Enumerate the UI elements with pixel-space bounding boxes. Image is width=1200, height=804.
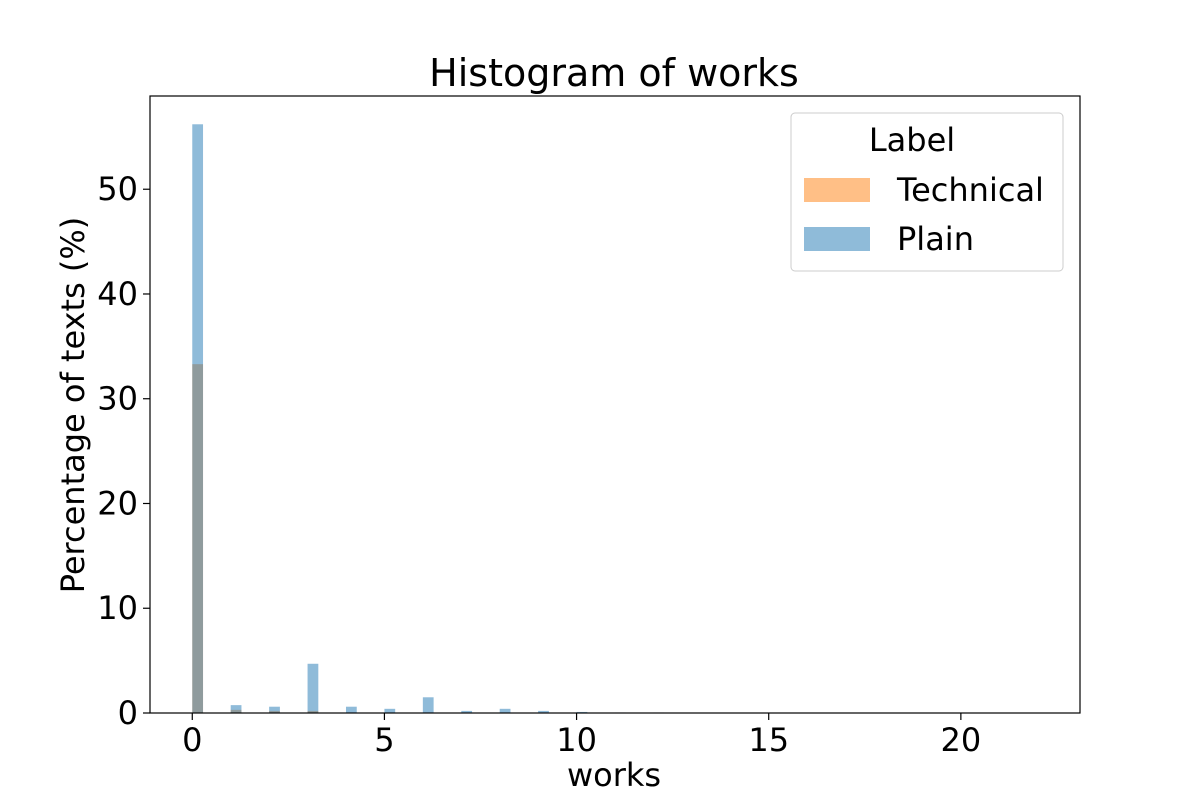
bar-plain-5 (384, 708, 396, 713)
bar-plain-9 (538, 710, 549, 713)
y-axis-ticks: 0 10 20 30 40 50 (97, 170, 150, 732)
bar-plain-4 (345, 706, 357, 713)
x-tick-label: 0 (182, 721, 202, 759)
x-tick-label: 20 (941, 721, 982, 759)
bar-plain-3 (307, 663, 319, 713)
bar-plain-7 (461, 710, 473, 713)
y-tick-label: 30 (97, 380, 138, 418)
y-axis-label: Percentage of texts (%) (54, 217, 92, 594)
y-tick-label: 50 (97, 170, 138, 208)
x-axis-label: works (567, 756, 661, 794)
x-tick-label: 15 (748, 721, 789, 759)
x-tick-label: 5 (374, 721, 394, 759)
plot-frame (149, 95, 1081, 714)
bar-plain-6 (422, 697, 434, 713)
x-tick-label: 10 (556, 721, 597, 759)
bar-plain-2 (269, 706, 280, 713)
legend: Label Technical Plain (790, 112, 1064, 272)
y-tick-label: 40 (97, 275, 138, 313)
bars-layer (192, 124, 665, 713)
legend-title: Label (869, 121, 955, 159)
x-axis-ticks: 0 5 10 15 20 (182, 713, 981, 759)
legend-swatch-technical (804, 178, 870, 202)
bar-plain-0 (192, 124, 204, 713)
bar-plain-1 (230, 705, 242, 713)
y-tick-label: 0 (118, 694, 138, 732)
bar-plain-8 (499, 708, 511, 713)
legend-label-plain: Plain (897, 220, 974, 258)
chart-title: Histogram of works (429, 51, 799, 95)
legend-label-technical: Technical (896, 171, 1044, 209)
y-tick-label: 10 (97, 589, 138, 627)
legend-swatch-plain (804, 227, 870, 251)
y-tick-label: 20 (97, 484, 138, 522)
